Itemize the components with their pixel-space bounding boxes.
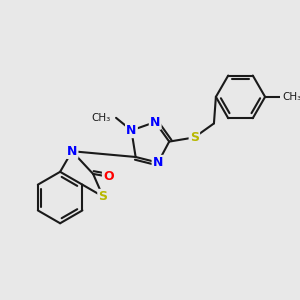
Text: CH₃: CH₃	[282, 92, 300, 102]
Text: N: N	[150, 116, 160, 128]
Text: O: O	[103, 170, 114, 183]
Text: N: N	[126, 124, 136, 137]
Text: CH₃: CH₃	[92, 113, 111, 123]
Text: N: N	[67, 145, 77, 158]
Text: S: S	[190, 131, 199, 144]
Text: N: N	[153, 156, 163, 169]
Text: S: S	[98, 190, 107, 203]
